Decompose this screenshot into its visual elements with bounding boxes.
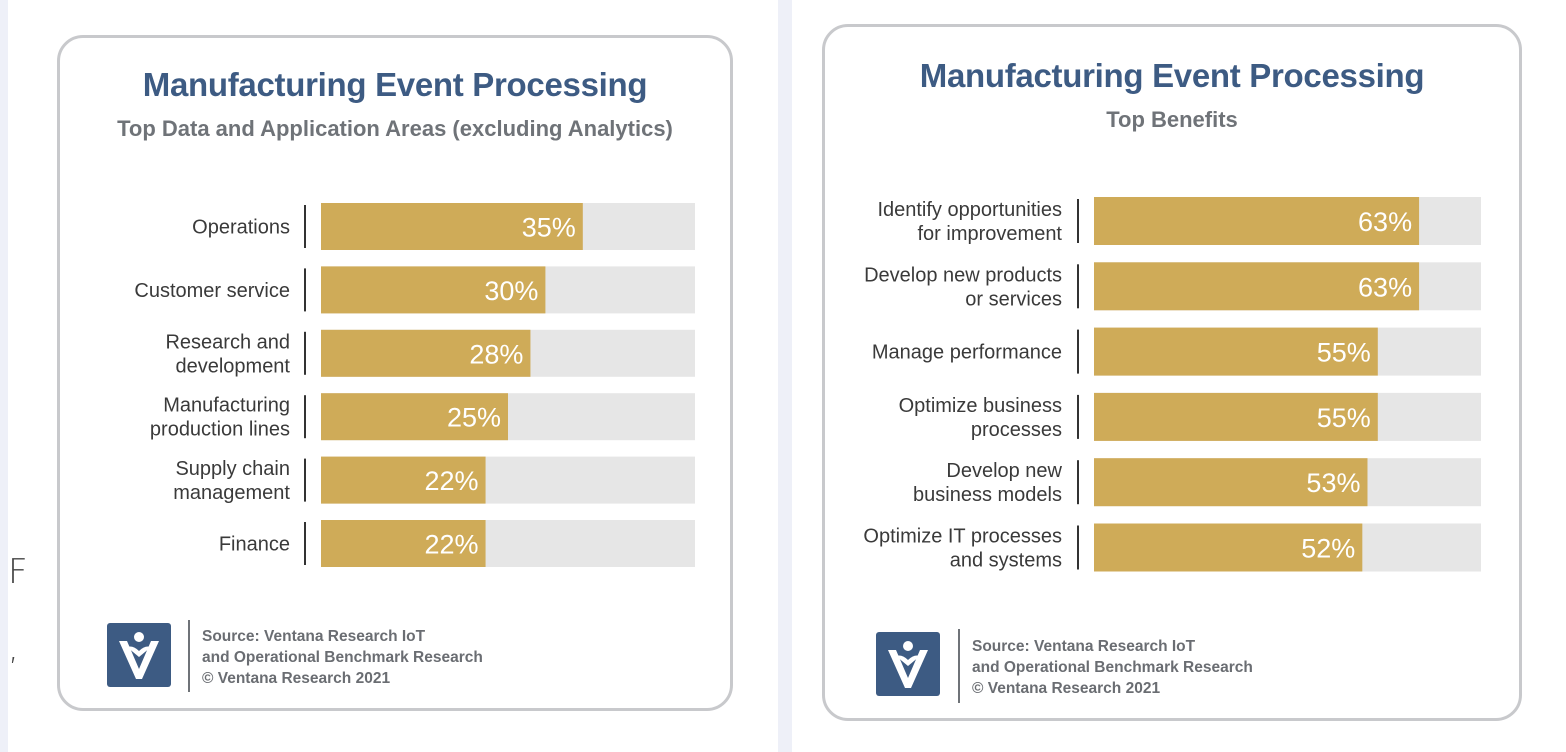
- category-label: Finance: [219, 534, 290, 556]
- bar: [321, 203, 583, 250]
- source-line: Source: Ventana Research IoT: [202, 628, 426, 645]
- data-label: 28%: [469, 339, 523, 369]
- chart-title: Manufacturing Event Processing: [142, 66, 648, 103]
- data-label: 55%: [1317, 403, 1371, 433]
- copyright-line: © Ventana Research 2021: [202, 670, 391, 687]
- bar: [321, 266, 546, 314]
- source-line: Source: Ventana Research IoT: [972, 638, 1196, 655]
- bar: [1094, 392, 1378, 441]
- ventana-logo: [876, 632, 940, 696]
- source-divider: [188, 620, 190, 692]
- category-label: Customer service: [134, 280, 290, 302]
- chart-card-data-areas: Manufacturing Event Processing Top Data …: [57, 35, 733, 711]
- category-label: Optimize IT processes: [863, 526, 1062, 548]
- category-label: Manufacturing: [163, 395, 290, 417]
- copyright-line: © Ventana Research 2021: [972, 680, 1161, 697]
- category-label: Develop new: [946, 460, 1062, 482]
- category-label: for improvement: [918, 223, 1063, 245]
- bar-chart-data-areas: 35% Operations 30% Customer service 28% Resea…: [134, 203, 695, 567]
- bar: [1094, 197, 1420, 245]
- source-divider: [958, 629, 960, 703]
- chart-title: Manufacturing Event Processing: [919, 57, 1425, 94]
- category-label: business models: [913, 484, 1062, 506]
- category-label: Research and: [165, 331, 290, 353]
- stray-glyph-f: F: [8, 552, 28, 592]
- bar: [321, 393, 508, 441]
- source-note: Source: Ventana Research IoT and Operati…: [202, 626, 483, 689]
- data-label: 63%: [1358, 272, 1412, 302]
- data-label: 30%: [484, 276, 538, 306]
- category-label: Optimize business: [899, 395, 1062, 417]
- bar: [1094, 523, 1363, 572]
- bar: [1094, 327, 1378, 376]
- source-note: Source: Ventana Research IoT and Operati…: [972, 636, 1253, 699]
- category-label: or services: [965, 288, 1062, 310]
- category-label: development: [175, 355, 290, 377]
- category-label: Supply chain: [175, 458, 290, 480]
- bar: [1094, 262, 1420, 311]
- data-label: 25%: [447, 403, 501, 433]
- category-label: and systems: [950, 550, 1062, 572]
- bar: [321, 456, 486, 504]
- data-label: 35%: [522, 213, 576, 243]
- category-label: Operations: [192, 217, 290, 239]
- chart-subtitle: Top Benefits: [1106, 107, 1238, 132]
- ventana-v-icon: [888, 641, 928, 688]
- source-line: and Operational Benchmark Research: [202, 649, 483, 666]
- category-label: Develop new products: [864, 264, 1062, 286]
- data-label: 63%: [1358, 207, 1412, 237]
- category-label: production lines: [150, 419, 290, 441]
- bar: [321, 329, 531, 377]
- stray-glyph-comma: ,: [8, 628, 19, 668]
- data-label: 52%: [1301, 534, 1355, 564]
- source-line: and Operational Benchmark Research: [972, 659, 1253, 676]
- ventana-logo: [107, 623, 171, 687]
- chart-card-top-benefits: Manufacturing Event Processing Top Benef…: [822, 24, 1522, 721]
- bar: [1094, 458, 1368, 507]
- category-label: Identify opportunities: [877, 199, 1062, 221]
- category-label: Manage performance: [872, 342, 1062, 364]
- data-label: 55%: [1317, 338, 1371, 368]
- data-label: 22%: [425, 466, 479, 496]
- data-label: 53%: [1306, 468, 1360, 498]
- bar: [321, 520, 486, 567]
- chart-subtitle: Top Data and Application Areas (excludin…: [117, 116, 673, 141]
- data-label: 22%: [425, 530, 479, 560]
- category-label: management: [173, 482, 290, 504]
- category-label: processes: [971, 419, 1062, 441]
- ventana-v-icon: [119, 632, 159, 679]
